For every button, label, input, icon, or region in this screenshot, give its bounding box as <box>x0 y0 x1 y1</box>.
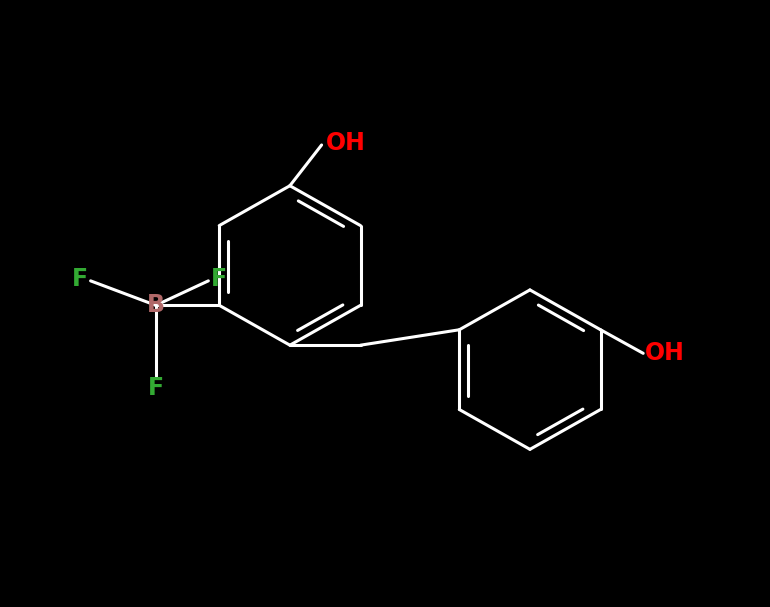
Text: F: F <box>211 267 227 291</box>
Text: F: F <box>72 267 88 291</box>
Text: F: F <box>148 376 164 400</box>
Text: B: B <box>147 293 165 317</box>
Text: OH: OH <box>326 131 366 155</box>
Text: OH: OH <box>645 341 685 365</box>
